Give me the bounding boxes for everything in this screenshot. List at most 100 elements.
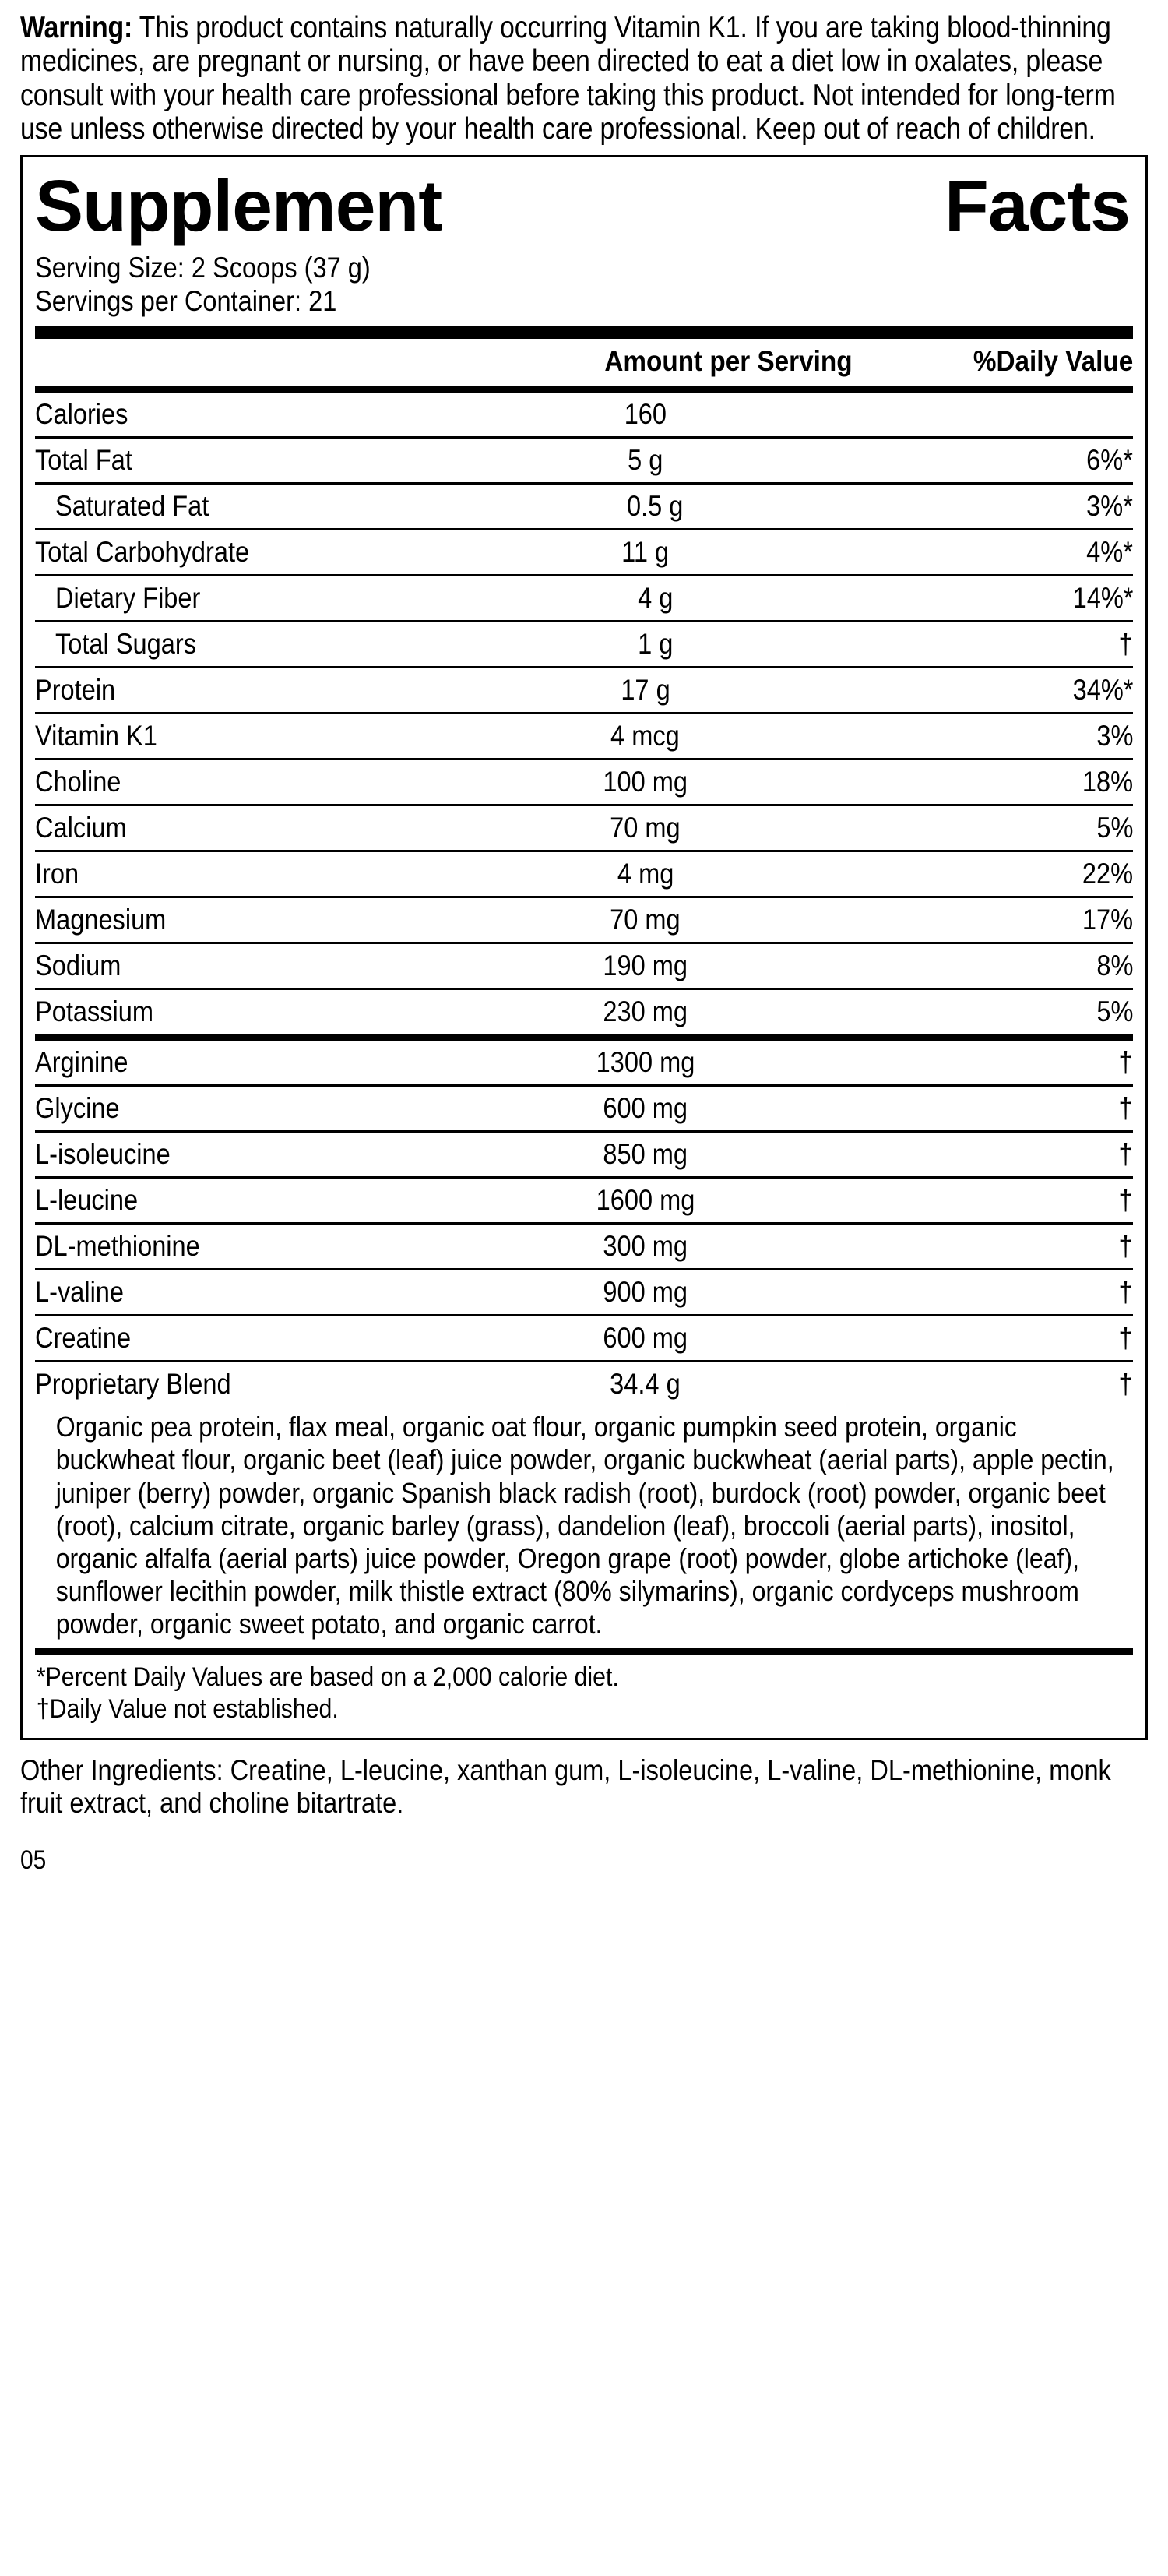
nutrient-amount-text: 70 mg (610, 904, 681, 936)
nutrient-name-text: Vitamin K1 (35, 720, 157, 752)
nutrient-name-text: Proprietary Blend (35, 1368, 231, 1401)
nutrient-rows: Calories 160 Total Fat 5 g 6%* Saturated Fat 0… (35, 393, 1133, 1406)
nutrient-name: Calories (35, 393, 452, 439)
nutrient-amount: 4 mcg (452, 713, 859, 761)
nutrient-name: Total Carbohydrate (35, 529, 452, 577)
nutrient-amount-text: 600 mg (603, 1092, 688, 1125)
nutrient-name: Iron (35, 851, 452, 899)
nutrient-name: Dietary Fiber (35, 575, 452, 623)
nutrient-name: Calcium (35, 805, 452, 853)
nutrient-amount: 17 g (452, 667, 859, 715)
nutrient-daily-value-text: 17% (1082, 904, 1133, 936)
page-number: 05 (20, 1845, 47, 1875)
nutrient-amount: 190 mg (452, 943, 859, 991)
rule-below-header (35, 386, 1133, 393)
table-row: DL-methionine 300 mg † (35, 1223, 1133, 1271)
table-row: Dietary Fiber 4 g 14%* (35, 575, 1133, 623)
footnotes: *Percent Daily Values are based on a 2,0… (35, 1655, 1134, 1728)
table-row: L-valine 900 mg † (35, 1269, 1133, 1317)
nutrient-daily-value-text: † (1118, 1322, 1133, 1355)
nutrient-daily-value: 5% (858, 805, 1133, 853)
title-word-supplement: Supplement (35, 165, 442, 247)
nutrient-amount: 70 mg (452, 897, 859, 945)
nutrient-name-text: Total Carbohydrate (35, 536, 250, 569)
nutrient-name: Sodium (35, 943, 452, 991)
nutrient-daily-value: † (858, 1037, 1133, 1087)
nutrient-name: Potassium (35, 988, 452, 1041)
nutrient-amount: 850 mg (452, 1131, 859, 1179)
table-row: Total Fat 5 g 6%* (35, 437, 1133, 485)
nutrient-daily-value-text: 18% (1082, 766, 1133, 798)
nutrient-name-text: Sodium (35, 950, 121, 982)
nutrient-amount: 4 mg (452, 851, 859, 899)
nutrient-name-text: Dietary Fiber (55, 582, 201, 615)
nutrient-daily-value: † (858, 1223, 1133, 1271)
nutrient-amount-text: 0.5 g (627, 490, 684, 523)
nutrient-name-text: DL-methionine (35, 1230, 200, 1263)
nutrient-daily-value-text: 3%* (1086, 490, 1133, 523)
nutrition-table: Amount per Serving %Daily Value (35, 339, 1133, 386)
table-row: Vitamin K1 4 mcg 3% (35, 713, 1133, 761)
nutrient-daily-value-text: † (1118, 1138, 1133, 1171)
nutrient-daily-value: † (858, 1085, 1133, 1133)
table-row: Glycine 600 mg † (35, 1085, 1133, 1133)
nutrient-name: Magnesium (35, 897, 452, 945)
table-row: Creatine 600 mg † (35, 1315, 1133, 1363)
nutrient-amount: 600 mg (452, 1085, 859, 1133)
nutrient-name-text: Choline (35, 766, 121, 798)
nutrient-amount: 70 mg (452, 805, 859, 853)
nutrient-daily-value: 5% (858, 988, 1133, 1041)
nutrient-daily-value: 3% (858, 713, 1133, 761)
nutrient-name: Protein (35, 667, 452, 715)
nutrient-amount-text: 600 mg (603, 1322, 688, 1355)
proprietary-blend-description: Organic pea protein, flax meal, organic … (55, 1411, 1114, 1640)
nutrient-name-text: Magnesium (35, 904, 167, 936)
nutrient-name-text: L-isoleucine (35, 1138, 171, 1171)
nutrient-amount: 1 g (452, 621, 859, 669)
title-word-facts: Facts (945, 165, 1131, 247)
nutrient-daily-value-text: † (1118, 1184, 1133, 1217)
nutrient-daily-value: 18% (858, 759, 1133, 807)
nutrient-name-text: Arginine (35, 1046, 128, 1079)
nutrient-daily-value: 22% (858, 851, 1133, 899)
nutrient-name: L-isoleucine (35, 1131, 452, 1179)
nutrient-daily-value-text: 34%* (1072, 674, 1133, 707)
nutrient-name: Arginine (35, 1037, 452, 1087)
nutrient-daily-value: 3%* (858, 483, 1133, 531)
nutrient-daily-value-text: † (1118, 628, 1133, 661)
nutrient-daily-value: † (858, 1177, 1133, 1225)
nutrient-amount: 300 mg (452, 1223, 859, 1271)
label-page: Warning: This product contains naturally… (20, 11, 1148, 1875)
nutrient-amount: 4 g (452, 575, 859, 623)
nutrient-name-text: Potassium (35, 996, 154, 1028)
warning-text: This product contains naturally occurrin… (20, 11, 1116, 146)
table-row: Total Carbohydrate 11 g 4%* (35, 529, 1133, 577)
nutrient-amount-text: 70 mg (610, 812, 681, 844)
nutrient-amount-text: 11 g (621, 536, 670, 569)
nutrient-name: Saturated Fat (35, 483, 452, 531)
nutrient-daily-value (858, 393, 1133, 439)
nutrient-amount-text: 900 mg (603, 1276, 688, 1309)
nutrient-amount: 11 g (452, 529, 859, 577)
table-row: Calcium 70 mg 5% (35, 805, 1133, 853)
nutrient-daily-value-text: 14%* (1072, 582, 1133, 615)
nutrient-daily-value-text: 6%* (1086, 444, 1133, 477)
nutrient-amount: 1300 mg (452, 1037, 859, 1087)
nutrient-amount: 5 g (452, 437, 859, 485)
table-row: L-isoleucine 850 mg † (35, 1131, 1133, 1179)
nutrient-name: L-leucine (35, 1177, 452, 1225)
nutrient-name: Vitamin K1 (35, 713, 452, 761)
nutrient-daily-value: † (858, 1131, 1133, 1179)
nutrient-amount: 900 mg (452, 1269, 859, 1317)
nutrient-daily-value: 34%* (858, 667, 1133, 715)
nutrient-name-text: Total Sugars (55, 628, 196, 661)
serving-size: Serving Size: 2 Scoops (37 g) (35, 252, 371, 284)
serving-info: Serving Size: 2 Scoops (37 g) Servings p… (35, 252, 1133, 318)
nutrient-name-text: Saturated Fat (55, 490, 209, 523)
nutrient-daily-value: 4%* (858, 529, 1133, 577)
nutrient-name: Total Sugars (35, 621, 452, 669)
nutrient-amount-text: 300 mg (603, 1230, 688, 1263)
nutrient-amount: 160 (452, 393, 859, 439)
nutrient-name: Creatine (35, 1315, 452, 1363)
table-header-row: Amount per Serving %Daily Value (35, 339, 1133, 386)
